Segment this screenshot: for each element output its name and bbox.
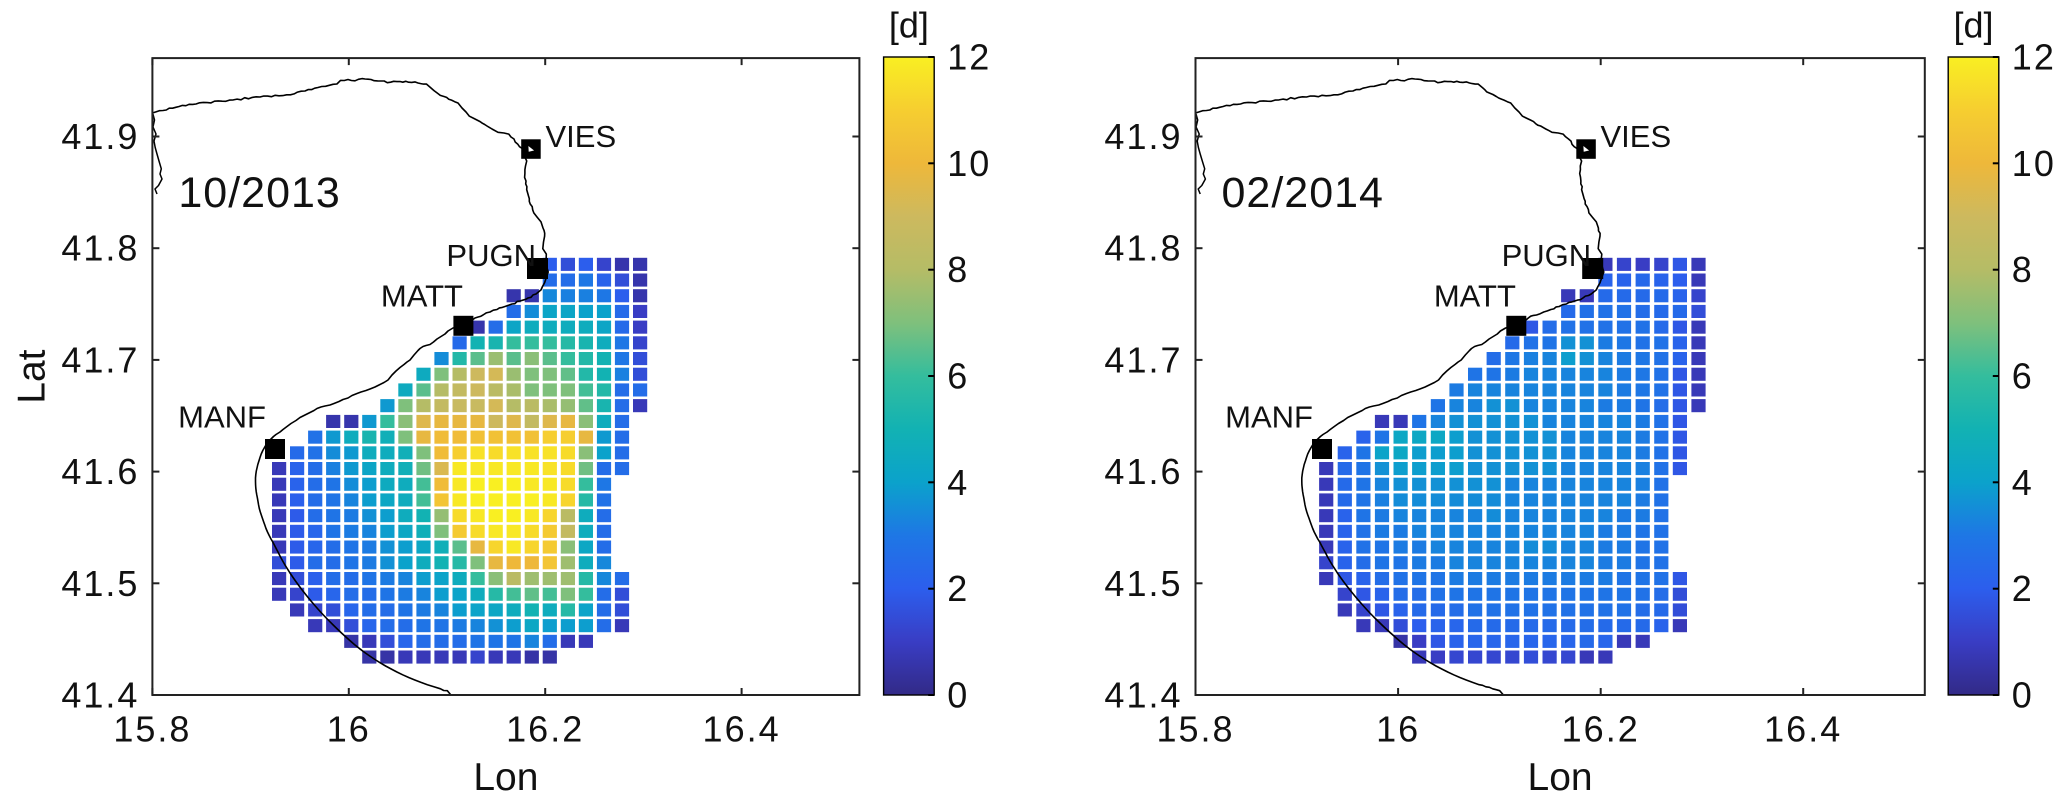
- svg-text:6: 6: [947, 356, 969, 397]
- svg-text:6: 6: [2012, 356, 2034, 397]
- svg-text:0: 0: [947, 675, 969, 716]
- svg-text:41.6: 41.6: [61, 451, 139, 492]
- svg-text:41.8: 41.8: [61, 228, 139, 269]
- svg-text:16: 16: [1376, 709, 1420, 750]
- svg-text:2: 2: [947, 568, 969, 609]
- svg-text:[d]: [d]: [1953, 5, 1993, 46]
- svg-text:MANF: MANF: [1225, 400, 1313, 435]
- svg-text:12: 12: [2012, 37, 2056, 78]
- svg-text:0: 0: [2012, 675, 2034, 716]
- svg-text:41.6: 41.6: [1104, 451, 1182, 492]
- svg-text:12: 12: [947, 37, 991, 78]
- svg-text:16.2: 16.2: [1562, 709, 1640, 750]
- svg-text:VIES: VIES: [1601, 119, 1672, 154]
- svg-text:[d]: [d]: [889, 5, 929, 46]
- svg-text:41.9: 41.9: [1104, 116, 1182, 157]
- svg-text:MATT: MATT: [381, 279, 463, 314]
- svg-text:41.8: 41.8: [1104, 228, 1182, 269]
- svg-text:MATT: MATT: [1434, 279, 1516, 314]
- svg-text:41.5: 41.5: [1104, 563, 1182, 604]
- svg-text:41.7: 41.7: [1104, 339, 1182, 380]
- svg-text:02/2014: 02/2014: [1222, 169, 1384, 217]
- svg-text:15.8: 15.8: [113, 709, 191, 750]
- svg-text:8: 8: [2012, 249, 2034, 290]
- svg-text:8: 8: [947, 249, 969, 290]
- svg-text:2: 2: [2012, 568, 2034, 609]
- svg-text:4: 4: [947, 462, 969, 503]
- svg-text:16.2: 16.2: [506, 709, 584, 750]
- svg-text:16.4: 16.4: [1764, 709, 1842, 750]
- svg-text:PUGN: PUGN: [1502, 238, 1592, 273]
- svg-text:VIES: VIES: [546, 119, 617, 154]
- svg-text:41.7: 41.7: [61, 339, 139, 380]
- svg-text:41.4: 41.4: [61, 675, 139, 716]
- svg-text:Lat: Lat: [11, 349, 54, 403]
- svg-text:41.4: 41.4: [1104, 675, 1182, 716]
- svg-text:41.5: 41.5: [61, 563, 139, 604]
- svg-text:16: 16: [327, 709, 371, 750]
- svg-text:41.9: 41.9: [61, 116, 139, 157]
- svg-text:10: 10: [947, 143, 991, 184]
- svg-text:4: 4: [2012, 462, 2034, 503]
- svg-text:10: 10: [2012, 143, 2056, 184]
- svg-text:15.8: 15.8: [1156, 709, 1234, 750]
- svg-text:Lon: Lon: [1528, 756, 1593, 799]
- svg-text:10/2013: 10/2013: [178, 169, 340, 217]
- svg-text:MANF: MANF: [178, 400, 266, 435]
- svg-text:16.4: 16.4: [703, 709, 781, 750]
- svg-text:PUGN: PUGN: [446, 238, 536, 273]
- svg-text:Lon: Lon: [473, 756, 538, 799]
